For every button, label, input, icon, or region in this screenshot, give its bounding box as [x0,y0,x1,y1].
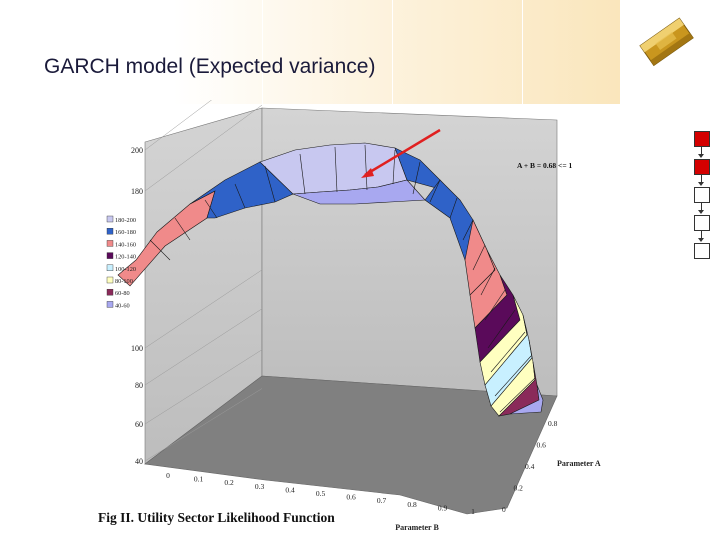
annotation-arrow-head [361,168,374,178]
z-tick-label: 180 [131,187,143,196]
y-tick-label: 0.6 [537,441,547,450]
legend-swatch [106,276,114,284]
nav-arrow-icon [698,231,704,242]
z-tick-label: 200 [131,146,143,155]
band-divider [522,0,523,104]
surface-mesh-line [412,161,421,195]
x-tick-label: 0.6 [346,493,356,502]
x-axis-label: Parameter B [395,523,439,532]
x-tick-label: 0.7 [377,496,387,505]
surface-mesh-line [499,377,536,413]
y-tick-label: 0 [502,505,506,514]
legend-label: 40-60 [115,302,130,309]
annotation-arrow [364,128,441,177]
surface-mesh-line [490,331,526,373]
slide-title: GARCH model (Expected variance) [44,55,376,78]
nav-square-empty[interactable] [694,215,710,231]
surface-mesh-line [299,153,306,195]
nav-arrow-icon [698,175,704,186]
surface [117,142,544,417]
legend-swatch [106,215,114,223]
surface-mesh-line [472,244,486,271]
surface-mesh-line [480,267,496,296]
legend-label: 140-160 [115,241,136,248]
annotation-label: A + B = 0.68 <= 1 [517,161,572,170]
surface-mesh-line [484,289,506,321]
legend-label: 180-200 [115,217,136,224]
legend-swatch [106,240,114,247]
nav-square-filled[interactable] [694,159,710,175]
legend-swatch [106,227,114,235]
y-tick-label: 0.8 [548,419,558,428]
y-axis-label: Parameter A [557,459,601,468]
surface-mesh-line [462,219,474,241]
legend-swatch [106,288,114,296]
likelihood-surface-chart: A + B = 0.68 <= 1 40 60 80 100 180 200 0 0.1 0.… [106,100,601,532]
nav-square-empty[interactable] [694,243,710,259]
legend-label: 100-120 [115,266,136,273]
z-tick-label: 80 [135,381,143,390]
legend-label: 120-140 [115,254,136,261]
y-tick-label: 0.4 [525,462,535,471]
legend-label: 80-100 [115,278,133,285]
x-tick-label: 0.1 [194,475,204,484]
surface-mesh-line [204,199,218,219]
surface-mesh-line [264,165,276,203]
nav-arrow-icon [698,203,704,214]
legend-swatch [106,301,114,308]
band-divider [262,0,263,104]
gridline [144,308,263,386]
surface-mesh-line [429,179,441,203]
gridline [144,269,263,349]
nav-square-empty[interactable] [694,187,710,203]
surface-mesh-line [449,197,458,219]
figure-caption: Fig II. Utility Sector Likelihood Functi… [98,510,335,525]
nav-square-filled[interactable] [694,131,710,147]
band-divider [392,0,393,104]
surface-facet [509,384,544,415]
nav-arrow-icon [698,147,704,158]
x-tick-label: 0.5 [316,489,326,498]
x-tick-label: 0.4 [285,485,295,494]
z-tick-label: 100 [131,344,143,353]
gridline [144,349,263,425]
surface-facet [292,179,426,205]
x-tick-label: 0 [166,471,170,480]
z-tick-label: 40 [135,457,143,466]
z-tick-label: 60 [135,420,143,429]
x-tick-label: 0.8 [407,500,417,509]
legend-swatch [106,252,114,259]
floor [144,375,558,515]
gridline [144,100,212,151]
surface-mesh-line [494,355,532,397]
x-tick-label: 1 [471,507,475,516]
surface-mesh-line [174,217,191,241]
x-tick-label: 0.3 [255,482,265,491]
surface-mesh-line [149,239,171,261]
gridline [144,104,263,192]
surface-mesh-line [392,149,396,185]
surface-facet [189,161,294,219]
surface-mesh-line [334,146,338,193]
legend-swatch [106,264,114,272]
gridline [144,388,263,462]
surface-mesh-line [234,183,246,209]
y-tick-label: 0.2 [514,484,524,493]
title-band [0,0,620,104]
legend-label: 160-180 [115,229,136,236]
legend-label: 60-80 [115,290,130,297]
surface-mesh-line [487,309,516,349]
gold-bar-icon [639,17,694,67]
x-tick-label: 0.2 [224,478,234,487]
x-tick-label: 0.9 [438,503,448,512]
surface-mesh-line [364,144,368,191]
